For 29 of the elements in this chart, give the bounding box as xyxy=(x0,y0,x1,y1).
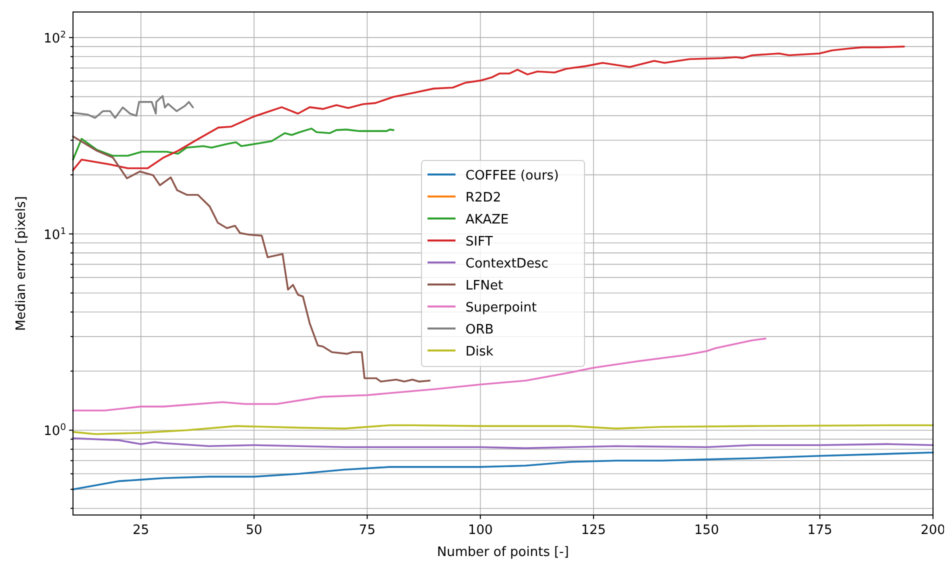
legend-label: Superpoint xyxy=(466,300,537,316)
x-tick-label: 125 xyxy=(581,523,606,538)
legend-label: AKAZE xyxy=(466,212,509,228)
y-axis-title: Median error [pixels] xyxy=(14,196,29,331)
x-tick-label: 25 xyxy=(132,523,150,538)
legend-label: COFFEE (ours) xyxy=(466,168,559,184)
line-series xyxy=(72,437,934,450)
line-series xyxy=(72,135,431,382)
x-tick-label: 100 xyxy=(468,523,493,538)
y-tick-label: 10$^{0}$ xyxy=(44,423,66,440)
line-series xyxy=(72,46,905,172)
line-series xyxy=(72,452,934,490)
legend-label: ORB xyxy=(466,322,494,338)
line-series xyxy=(72,424,934,436)
x-tick-label: 175 xyxy=(807,523,832,538)
x-axis-title: Number of points [-] xyxy=(437,545,569,560)
legend-label: LFNet xyxy=(466,278,504,294)
legend-label: R2D2 xyxy=(466,190,502,206)
line-series xyxy=(72,338,766,412)
x-tick-label: 50 xyxy=(246,523,262,538)
line-series xyxy=(72,128,394,161)
x-tick-label: 75 xyxy=(358,523,376,538)
y-tick-label: 10$^{1}$ xyxy=(44,226,66,243)
legend-label: Disk xyxy=(466,344,494,360)
line-series xyxy=(72,95,194,119)
legend-label: ContextDesc xyxy=(466,256,548,272)
legend-label: SIFT xyxy=(466,234,493,250)
x-tick-label: 150 xyxy=(694,523,720,538)
y-tick-label: 10$^{2}$ xyxy=(44,30,66,47)
